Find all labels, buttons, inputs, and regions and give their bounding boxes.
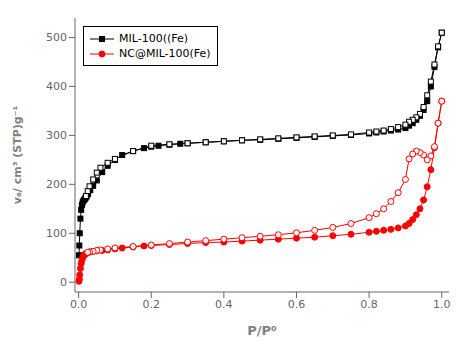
svg-text:0.8: 0.8 bbox=[360, 298, 378, 311]
svg-text:P/P⁰: P/P⁰ bbox=[247, 323, 277, 338]
svg-text:500: 500 bbox=[46, 31, 67, 44]
html-text:NC@MIL-100(Fe): NC@MIL-100(Fe) bbox=[119, 47, 211, 60]
svg-text:vₐ/ cm³ (STP)g⁻¹: vₐ/ cm³ (STP)g⁻¹ bbox=[11, 105, 24, 204]
svg-text:400: 400 bbox=[46, 80, 67, 93]
svg-text:1.0: 1.0 bbox=[433, 298, 451, 311]
svg-text:300: 300 bbox=[46, 129, 67, 142]
svg-text:0.4: 0.4 bbox=[215, 298, 233, 311]
svg-text:0.0: 0.0 bbox=[70, 298, 88, 311]
svg-text:0.2: 0.2 bbox=[143, 298, 161, 311]
svg-text:200: 200 bbox=[46, 178, 67, 191]
html-text:MIL-100((Fe): MIL-100((Fe) bbox=[119, 32, 188, 45]
svg-text:0.6: 0.6 bbox=[288, 298, 306, 311]
svg-text:100: 100 bbox=[46, 227, 67, 240]
svg-text:0: 0 bbox=[60, 276, 67, 289]
